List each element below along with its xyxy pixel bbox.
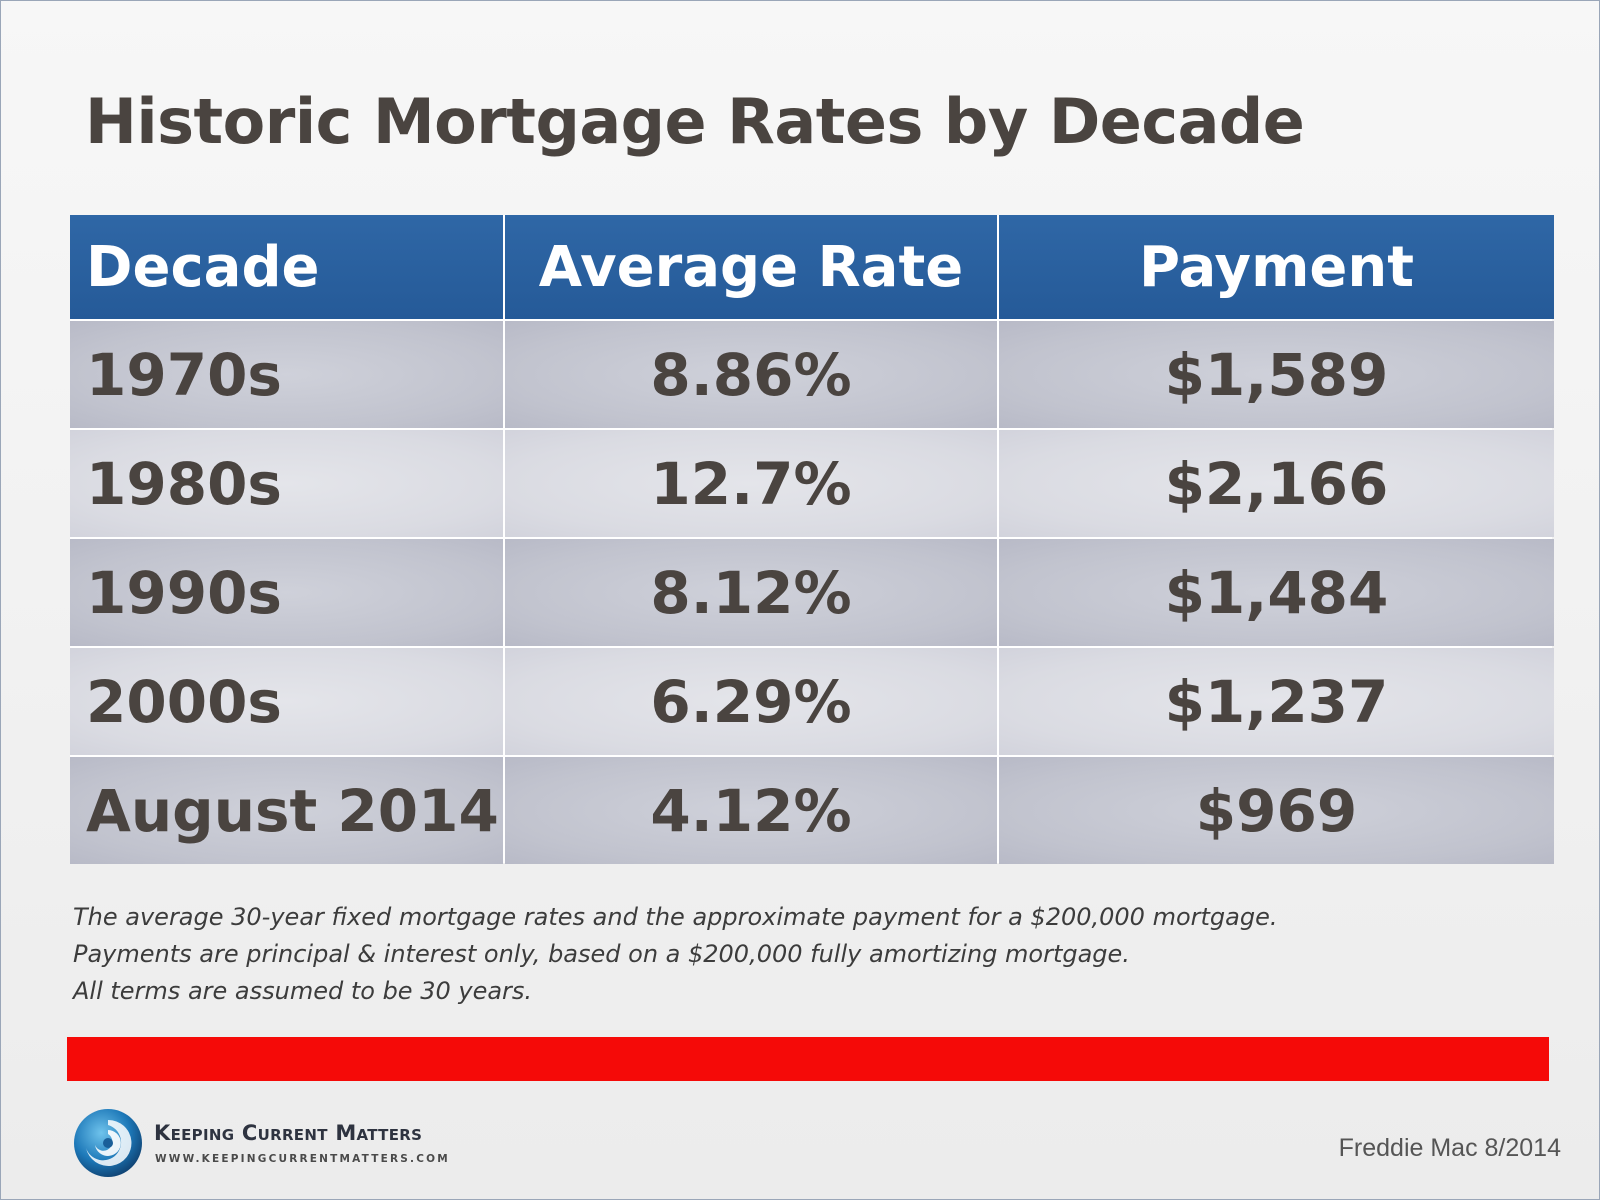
decade-cell: 1980s [70,430,503,537]
payment-cell: $1,484 [999,539,1554,646]
payment-cell: $1,589 [999,321,1554,428]
payment-cell: $969 [999,757,1554,864]
decade-cell: 1970s [70,321,503,428]
footnote-line: All terms are assumed to be 30 years. [73,977,533,1005]
column-header-decade: Decade [70,215,503,319]
rate-cell: 6.29% [505,648,997,755]
decade-cell: August 2014 [70,757,503,864]
brand-url: www.keepingcurrentmatters.com [155,1153,450,1165]
footnote-line: Payments are principal & interest only, … [73,940,1130,968]
rate-cell: 8.86% [505,321,997,428]
footnotes: The average 30-year fixed mortgage rates… [73,899,1278,1010]
footnote-line: The average 30-year fixed mortgage rates… [73,903,1278,931]
rate-cell: 4.12% [505,757,997,864]
payment-cell: $1,237 [999,648,1554,755]
decade-cell: 1990s [70,539,503,646]
rates-table: Decade Average Rate Payment 1970s 8.86% … [70,215,1554,864]
column-header-average-rate: Average Rate [505,215,997,319]
accent-bar [67,1037,1549,1081]
payment-cell: $2,166 [999,430,1554,537]
source-credit: Freddie Mac 8/2014 [1338,1134,1561,1162]
brand-name: Keeping Current Matters [154,1121,423,1145]
decade-cell: 2000s [70,648,503,755]
page-title: Historic Mortgage Rates by Decade [85,85,1305,158]
swirl-logo-icon [74,1109,142,1177]
rate-cell: 12.7% [505,430,997,537]
rate-cell: 8.12% [505,539,997,646]
column-header-payment: Payment [999,215,1554,319]
